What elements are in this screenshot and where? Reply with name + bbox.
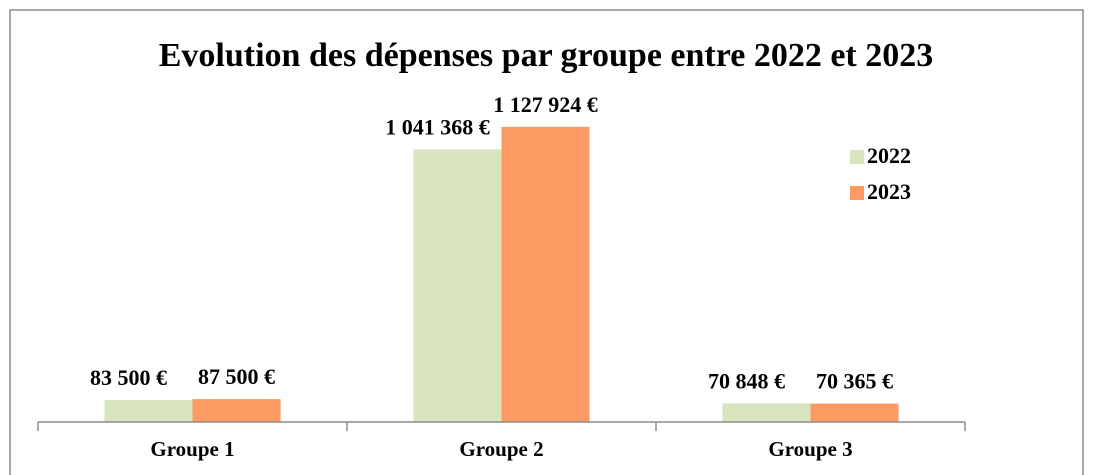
bar (810, 403, 899, 422)
x-tick-label: Groupe 1 (150, 437, 234, 461)
bar (501, 126, 590, 422)
data-label: 1 127 924 € (493, 92, 598, 117)
data-label: 83 500 € (90, 365, 167, 390)
chart-title: Evolution des dépenses par groupe entre … (159, 37, 933, 74)
legend-label: 2023 (867, 179, 911, 204)
legend-label: 2022 (867, 143, 911, 168)
data-label: 70 848 € (708, 369, 785, 394)
bar (413, 149, 502, 422)
x-tick-label: Groupe 2 (459, 437, 543, 461)
data-label: 70 365 € (816, 369, 893, 394)
data-label: 87 500 € (198, 364, 275, 389)
legend-swatch (850, 186, 864, 200)
data-label: 1 041 368 € (385, 115, 490, 140)
bar (104, 400, 193, 422)
legend-swatch (850, 150, 864, 164)
x-tick-label: Groupe 3 (768, 437, 852, 461)
bar (722, 403, 811, 422)
bar (192, 399, 281, 422)
